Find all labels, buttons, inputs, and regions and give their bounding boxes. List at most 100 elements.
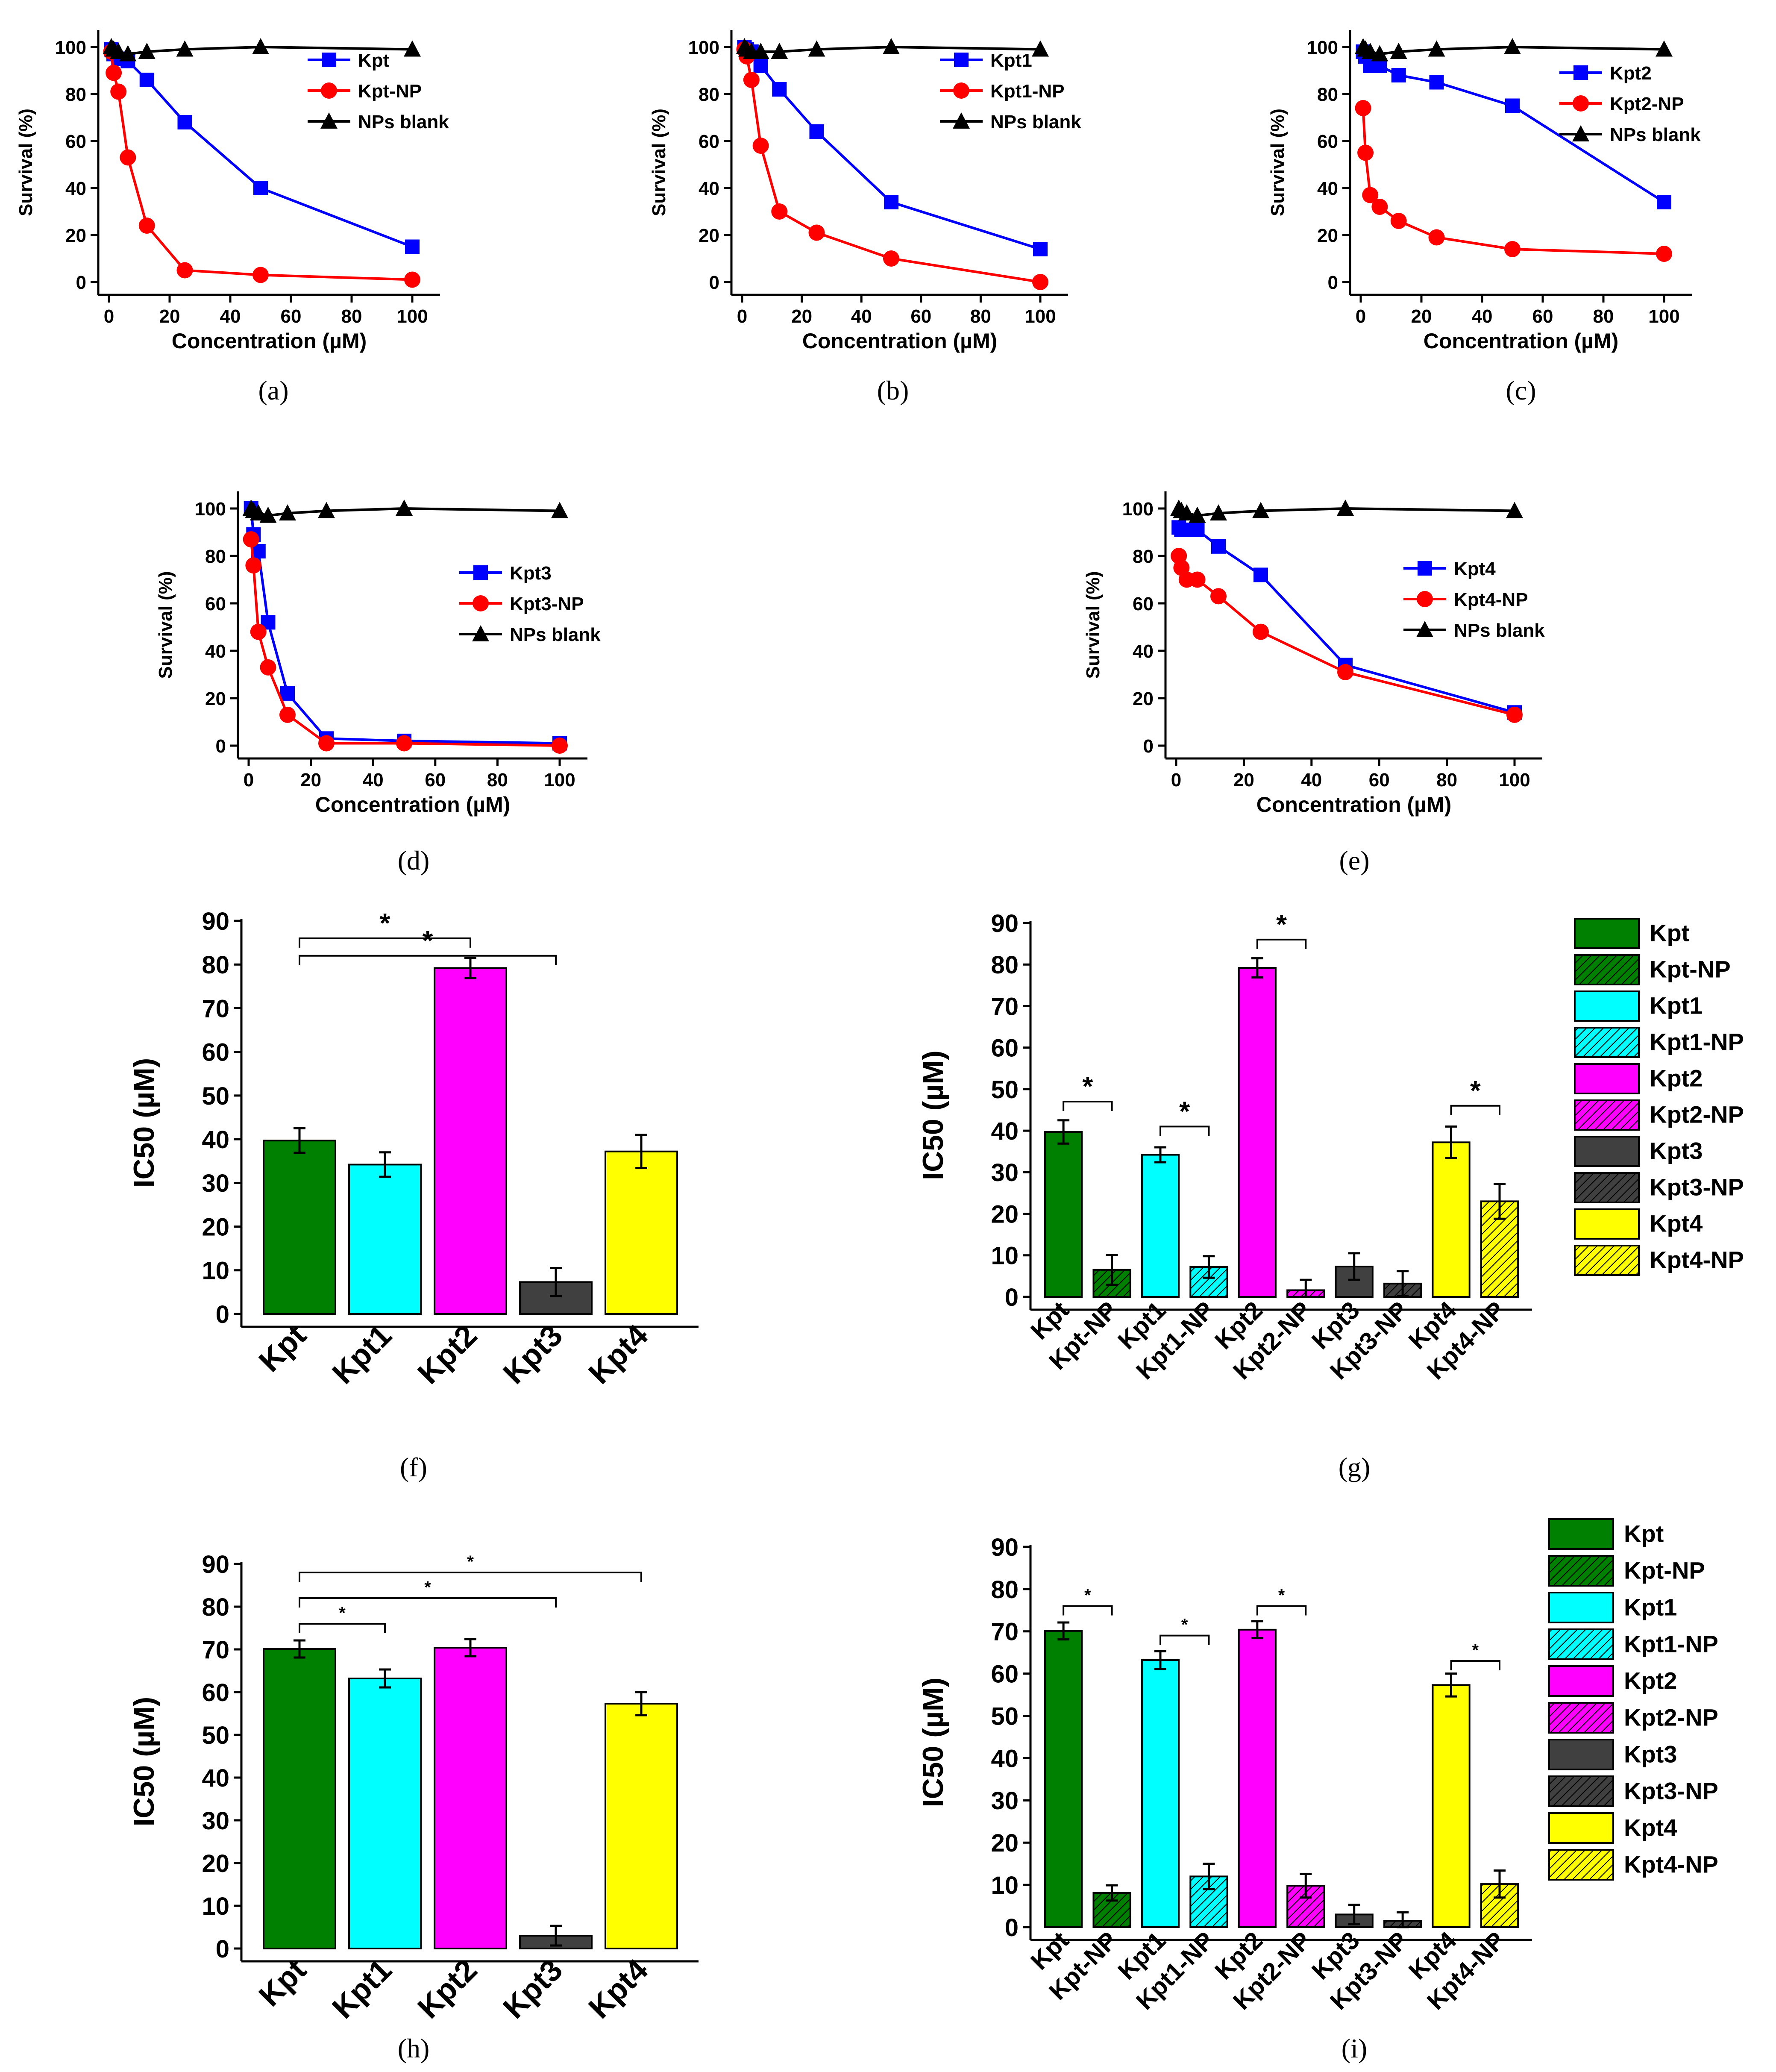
legend-label: NPs blank [1454,620,1545,641]
bar-kpt1 [348,1678,422,1949]
data-point [1253,567,1268,582]
legend-marker [1572,125,1589,141]
y-tick-label: 10 [991,1242,1019,1270]
x-tick-label: 100 [1648,306,1679,327]
legend-marker [1573,95,1589,112]
x-axis-title: Concentration (µM) [172,329,367,353]
x-category-label: Kpt4 [582,1953,655,2025]
x-tick-label: 100 [396,306,428,327]
legend-label: Kpt4-NP [1454,589,1528,610]
data-point [1390,43,1407,59]
y-tick-label: 60 [202,1039,229,1067]
legend-label: Kpt4-NP [1624,1851,1718,1878]
x-tick-label: 20 [1411,306,1432,327]
data-point [120,149,136,166]
legend-label: Kpt-NP [1650,956,1731,983]
data-point [883,250,899,267]
legend-swatch [1574,1208,1640,1240]
legend-label: Kpt4 [1650,1210,1703,1237]
data-point [1506,502,1523,518]
x-axis-title: Concentration (µM) [315,793,511,817]
significance-bracket [1450,1660,1501,1670]
data-point [1362,43,1379,59]
data-point [809,124,824,139]
x-category-label: Kpt1 [326,1318,399,1391]
legend-marker [1417,591,1433,607]
data-point [808,40,825,57]
legend-label: Kpt3-NP [510,594,584,614]
significance-star: * [467,1552,474,1571]
x-category-label: Kpt3 [497,1953,569,2025]
y-tick-label: 60 [1133,594,1154,614]
significance-bracket [1159,1126,1210,1136]
data-point [1656,40,1673,57]
x-tick-label: 80 [341,306,362,327]
y-tick-label: 10 [991,1872,1019,1899]
significance-bracket [299,955,557,965]
data-point [138,43,156,59]
x-tick-label: 80 [1436,770,1457,791]
data-point [396,500,413,516]
y-tick-label: 20 [202,1213,229,1241]
data-point [1362,187,1379,203]
x-tick-label: 80 [970,306,991,327]
legend-marker [953,112,970,129]
data-point [1357,144,1374,161]
y-tick-label: 40 [1133,641,1154,662]
data-point [119,45,137,62]
x-tick-label: 0 [737,306,747,327]
x-tick-label: 20 [791,306,812,327]
data-point [771,203,788,220]
significance-bracket [1256,1605,1307,1616]
legend-label: Kpt2 [1624,1667,1677,1694]
legend-swatch [1574,1063,1640,1094]
x-tick-label: 20 [159,306,180,327]
legend-swatch [1548,1739,1614,1770]
series-line-0 [110,49,413,248]
bar-kpt [263,1648,336,1949]
data-point [1505,98,1520,113]
bar-kpt2 [434,1647,507,1949]
significance-star: * [1276,909,1287,940]
x-tick-label: 40 [1472,306,1493,327]
y-tick-label: 30 [991,1787,1019,1815]
significance-star: * [1179,1096,1190,1126]
panel-caption-d: (d) [398,845,430,876]
data-point [808,224,825,241]
legend-marker [320,112,338,129]
y-tick-label: 30 [202,1807,229,1835]
y-tick-label: 0 [709,272,719,293]
legend-label: Kpt1 [1624,1593,1677,1620]
data-point [1429,75,1444,90]
legend-label: Kpt3-NP [1624,1777,1718,1804]
chart-panel-e: 0 20 40 60 80 100 Survival (%) 0 20 40 60 80 100 Conc… [1083,491,1545,876]
bar-kpt1 [1141,1154,1180,1298]
y-tick-label: 80 [991,951,1019,979]
y-tick-label: 60 [991,1661,1019,1688]
y-tick-label: 0 [216,736,226,757]
data-point [279,504,296,521]
data-point [110,43,127,59]
y-tick-label: 70 [202,995,229,1023]
legend-marker [1416,621,1433,637]
y-tick-label: 20 [699,225,719,246]
legend-label: Kpt1 [1650,992,1703,1019]
x-tick-label: 80 [1593,306,1614,327]
data-point [259,506,277,523]
data-point [106,65,122,81]
panel-caption-i: (i) [1342,2033,1367,2063]
legend-label: Kpt4 [1624,1814,1677,1841]
legend-label: Kpt [1650,920,1689,946]
significance-star: * [1082,1071,1093,1102]
legend-label: Kpt2 [1610,63,1652,84]
y-tick-label: 80 [1133,546,1154,567]
x-tick-label: 100 [544,770,575,791]
y-tick-label: 50 [991,1702,1019,1730]
x-axis-title: Concentration (µM) [802,329,998,353]
y-tick-label: 60 [1317,131,1338,152]
legend-label: Kpt3 [1624,1740,1677,1767]
significance-star: * [380,908,390,938]
y-tick-label: 0 [1328,272,1338,293]
y-tick-label: 0 [216,1935,229,1963]
